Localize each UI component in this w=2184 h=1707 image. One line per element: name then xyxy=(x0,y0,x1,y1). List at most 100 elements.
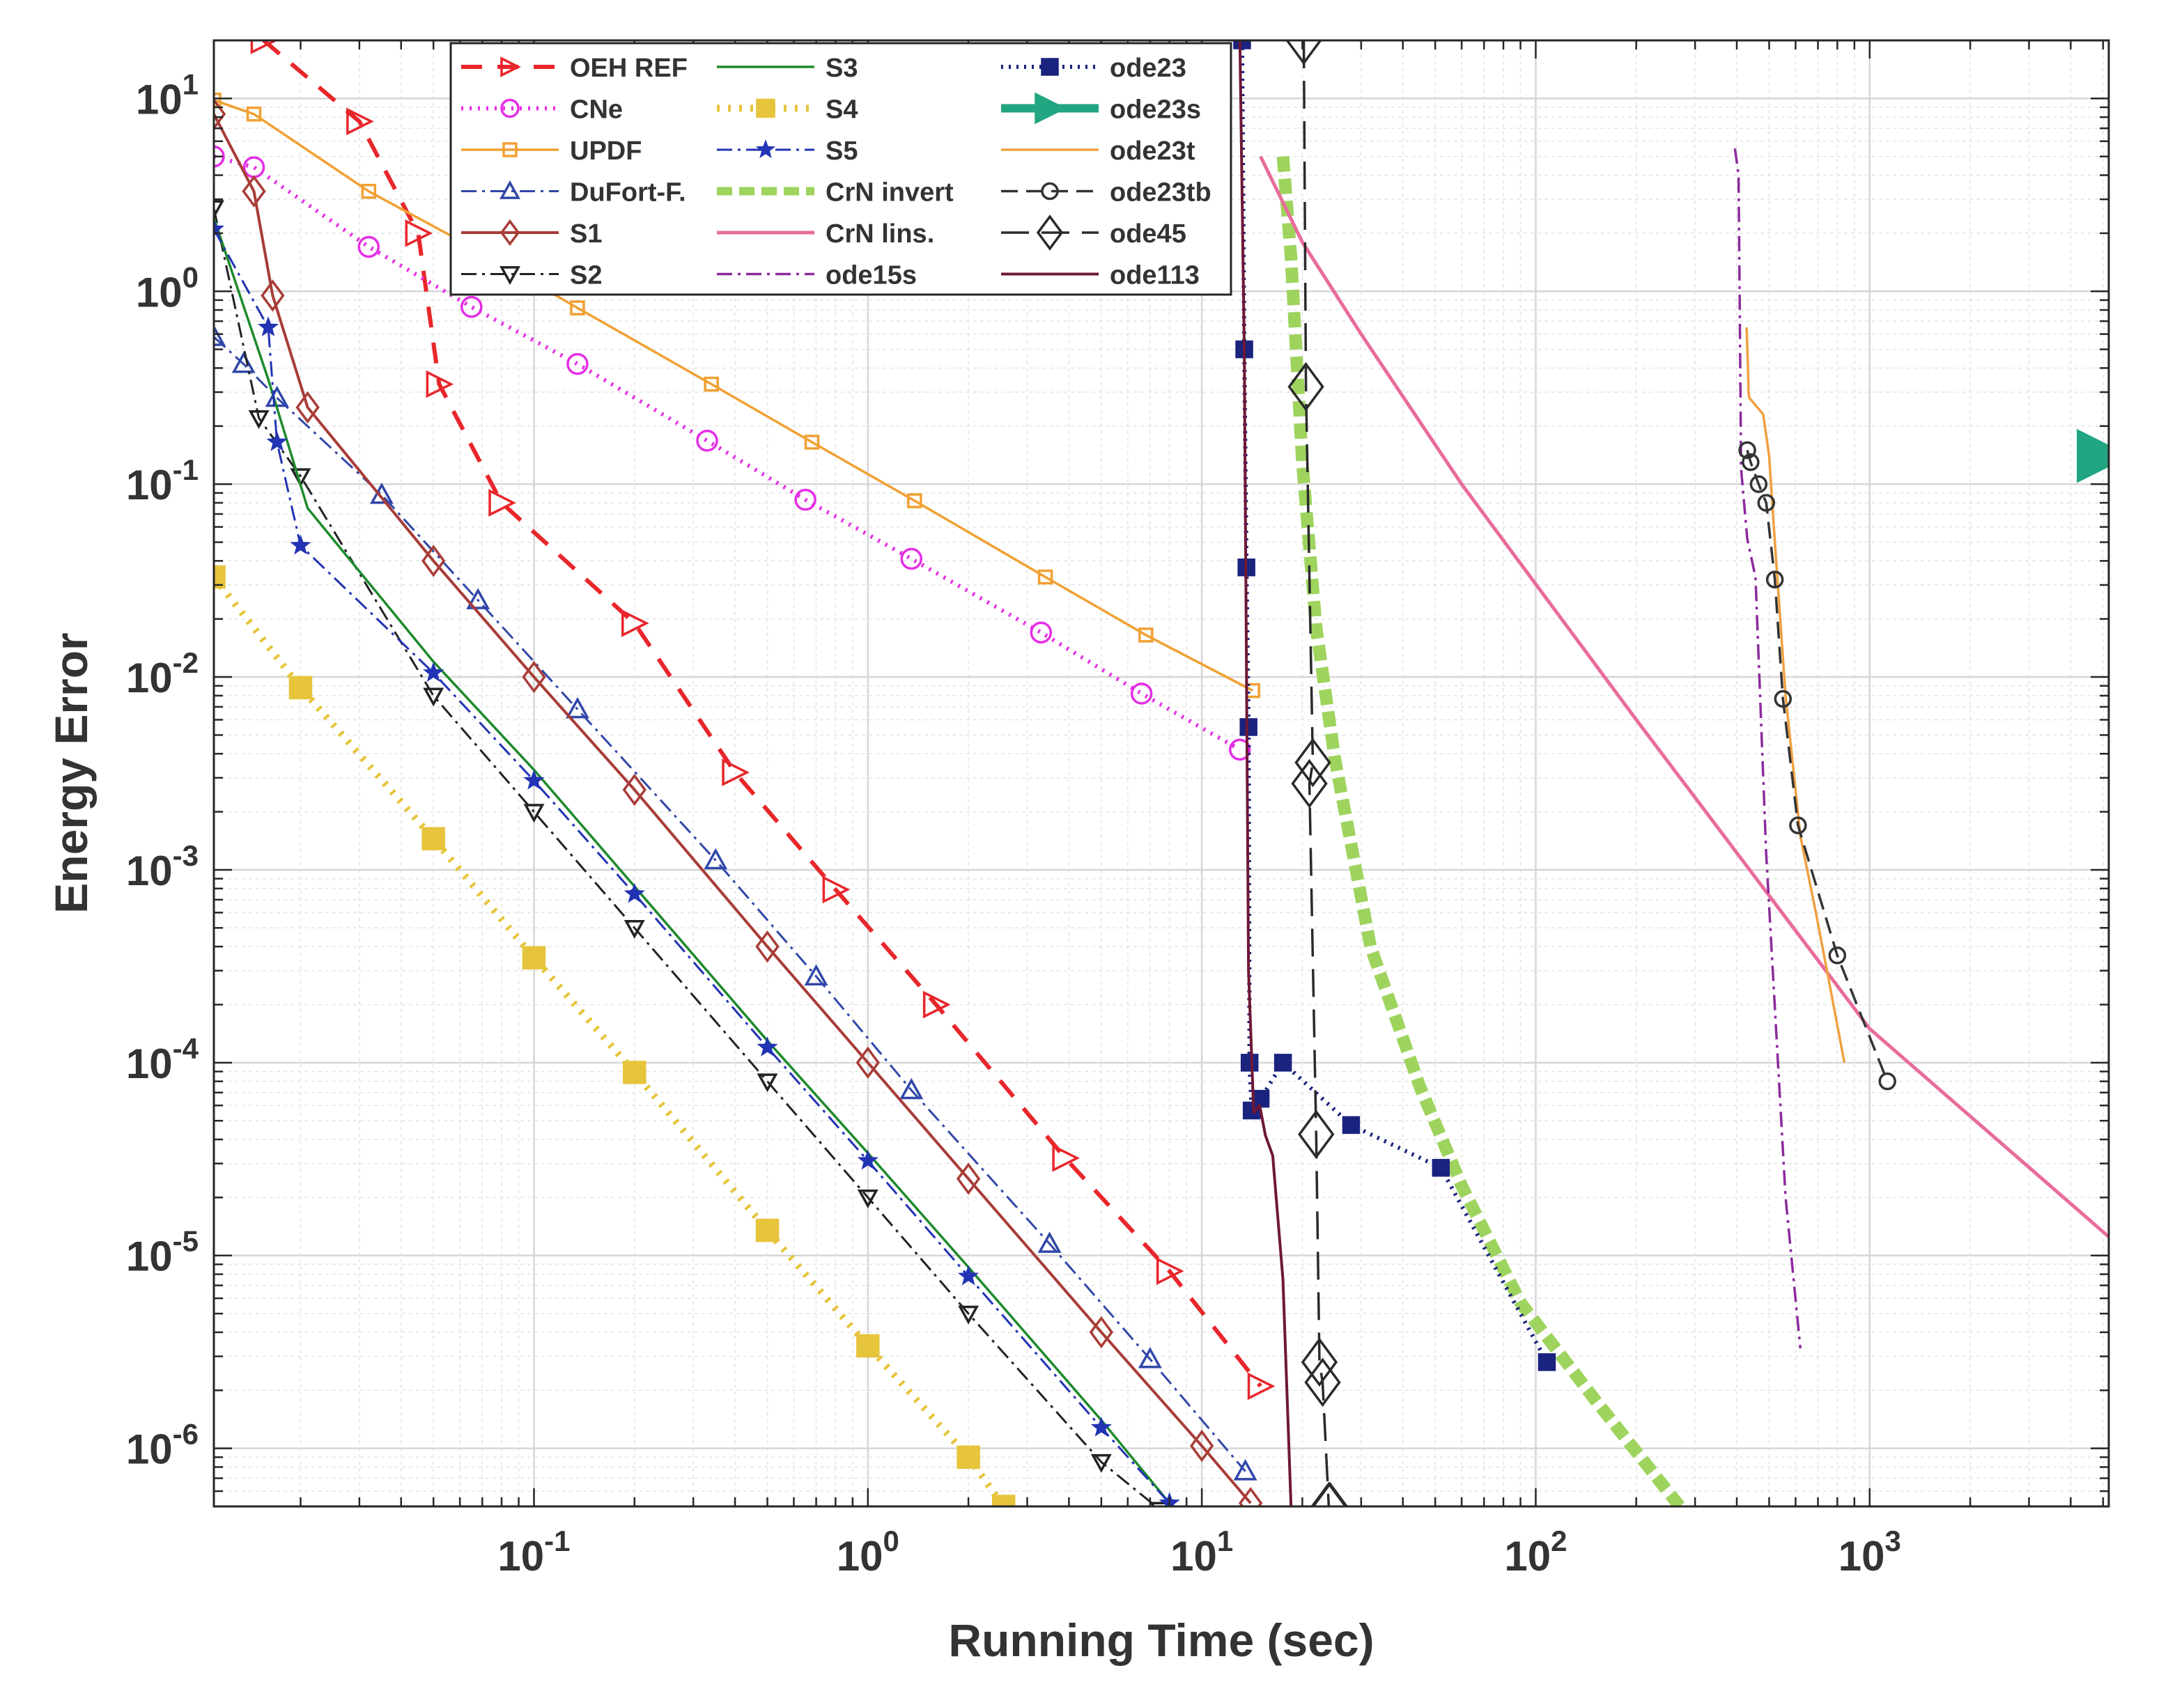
legend-label-ode23: ode23 xyxy=(1110,54,1186,83)
data-point-s2 xyxy=(624,919,645,939)
data-point-oeh-ref xyxy=(250,40,279,54)
data-point-s2 xyxy=(423,687,444,707)
x-tick-labels: 10-1 100 101 102 103 xyxy=(497,1525,1900,1580)
data-point-dufort-f xyxy=(1138,1347,1162,1369)
series-ode23t xyxy=(1745,327,1846,1063)
y-tick-label: 10-6 xyxy=(126,1418,199,1473)
data-point-s2 xyxy=(290,468,311,488)
data-point-updf xyxy=(1037,569,1053,585)
y-tick-label: 10-4 xyxy=(126,1032,199,1087)
legend-marker-ode45 xyxy=(1036,215,1064,251)
data-point-oeh-ref xyxy=(488,489,516,517)
data-point-dufort-f xyxy=(565,696,589,719)
series-s2 xyxy=(214,200,1171,1506)
legend-item-ode113: ode113 xyxy=(1001,261,1200,290)
data-point-s5 xyxy=(624,882,645,903)
legend-item-cne: CNe xyxy=(461,95,623,125)
legend-label-s1: S1 xyxy=(570,219,602,249)
data-point-ode23 xyxy=(1273,1054,1292,1072)
data-point-oeh-ref xyxy=(405,219,433,247)
data-point-s1 xyxy=(855,1046,880,1079)
legend-item-dufort-f: DuFort-F. xyxy=(461,178,686,208)
series-ode113 xyxy=(1238,40,1293,1506)
legend-item-ode23tb: ode23tb xyxy=(1001,178,1211,208)
x-tick-label: 102 xyxy=(1504,1525,1567,1580)
y-tick-label: 10-3 xyxy=(126,839,199,894)
y-tick-label: 101 xyxy=(136,68,199,123)
legend-marker-s5 xyxy=(755,139,776,159)
data-point-s1 xyxy=(1239,1487,1263,1506)
legend-label-oeh-ref: OEH REF xyxy=(570,54,688,83)
series-line-ode23tb xyxy=(1746,449,1889,1082)
data-point-ode45 xyxy=(1301,1337,1338,1387)
series-ode15s xyxy=(1733,148,1802,1349)
x-tick-label: 100 xyxy=(837,1525,899,1580)
series-s4 xyxy=(214,565,1016,1506)
legend-item-ode23s: ode23s xyxy=(1001,92,1201,125)
series-line-oeh-ref xyxy=(262,40,1262,1388)
legend-label-ode23tb: ode23tb xyxy=(1110,178,1211,208)
legend-marker-s1 xyxy=(499,219,520,247)
data-point-cne xyxy=(214,145,225,168)
data-point-ode23 xyxy=(1233,40,1251,49)
legend-marker-s2 xyxy=(499,266,520,286)
data-point-ode45 xyxy=(1285,40,1322,65)
data-point-s1 xyxy=(421,545,446,577)
data-point-s1 xyxy=(622,773,646,806)
legend-label-crn-lins: CrN lins. xyxy=(826,219,934,249)
series-line-crn-lins xyxy=(1259,155,2109,1238)
series-s1 xyxy=(214,98,1263,1506)
legend-label-s3: S3 xyxy=(826,54,858,83)
series-line-s5 xyxy=(214,228,1170,1504)
data-point-s5 xyxy=(257,316,279,336)
data-point-ode23tb xyxy=(1789,816,1807,834)
plot-frame xyxy=(212,39,2110,1508)
data-point-s2 xyxy=(1090,1453,1112,1473)
x-tick-label: 103 xyxy=(1838,1525,1901,1580)
series-line-ode113 xyxy=(1238,40,1293,1506)
data-point-cne xyxy=(1229,738,1251,761)
series-ode23tb xyxy=(1738,441,1896,1091)
data-point-dufort-f xyxy=(214,325,226,346)
data-point-oeh-ref xyxy=(1247,1372,1276,1401)
data-point-ode45 xyxy=(1304,1357,1341,1408)
data-point-s1 xyxy=(522,660,546,694)
series-line-ode15s xyxy=(1733,148,1802,1349)
y-tick-labels: 101 100 10-1 10-2 10-3 10-4 10-5 10-6 xyxy=(126,68,199,1472)
legend-label-ode45: ode45 xyxy=(1110,219,1186,249)
data-point-ode45 xyxy=(1291,758,1328,809)
data-point-s4 xyxy=(623,1061,646,1084)
data-point-dufort-f xyxy=(1037,1231,1062,1253)
legend-item-s4: S4 xyxy=(717,95,858,125)
legend-label-updf: UPDF xyxy=(570,137,642,166)
data-point-cne xyxy=(900,547,923,570)
legend-label-ode23t: ode23t xyxy=(1110,137,1195,166)
data-point-s2 xyxy=(857,1190,878,1208)
data-point-s5 xyxy=(266,431,288,451)
series-crn-invert xyxy=(1276,155,1685,1506)
data-point-dufort-f xyxy=(899,1077,924,1100)
data-point-ode45 xyxy=(1294,738,1331,788)
data-point-updf xyxy=(246,107,262,122)
data-point-s1 xyxy=(214,98,226,130)
data-point-updf xyxy=(361,183,377,199)
data-point-updf xyxy=(804,435,820,450)
legend-label-s4: S4 xyxy=(826,95,858,125)
data-point-ode23tb xyxy=(1742,453,1760,471)
data-point-ode23 xyxy=(1251,1089,1270,1108)
legend-item-s5: S5 xyxy=(717,137,858,166)
legend-item-oeh-ref: OEH REF xyxy=(461,54,688,83)
data-point-dufort-f xyxy=(804,964,828,985)
legend-item-crn-lins: CrN lins. xyxy=(717,219,934,249)
data-point-s5 xyxy=(958,1265,979,1286)
data-point-ode45 xyxy=(1311,1481,1349,1506)
legend-marker-ode23s xyxy=(1035,92,1067,125)
data-point-ode23tb xyxy=(1749,475,1768,493)
data-point-dufort-f xyxy=(704,848,728,870)
legend-label-s5: S5 xyxy=(826,137,858,166)
x-axis-label: Running Time (sec) xyxy=(948,1614,1374,1666)
data-point-ode23tb xyxy=(1757,494,1776,512)
legend-marker-dufort-f xyxy=(499,180,520,199)
data-point-s4 xyxy=(991,1495,1016,1506)
data-point-oeh-ref xyxy=(722,758,750,786)
